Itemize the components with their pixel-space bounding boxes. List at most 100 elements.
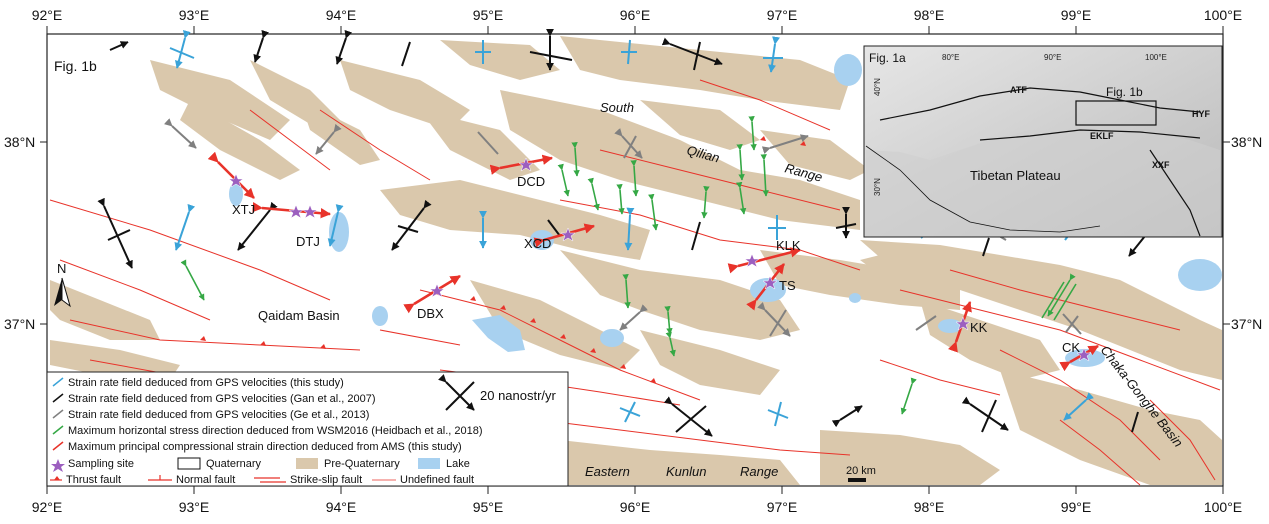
inset-map: Fig. 1a 80°E 90°E 100°E 40°N 30°N Fig. 1… <box>863 45 1223 238</box>
stress-arrow-icon <box>748 116 757 151</box>
strain-cross-icon <box>335 29 353 65</box>
strain-cross-icon <box>761 134 809 154</box>
legend-item-gps-this-study: Strain rate field deduced from GPS veloc… <box>52 377 344 389</box>
strike-slip-fault-icon <box>254 477 286 483</box>
stress-arrow-icon <box>52 425 64 435</box>
legend-scale-label: 20 nanostr/yr <box>480 388 557 403</box>
sampling-site-icon <box>288 204 304 219</box>
stress-arrow-icon <box>630 160 639 197</box>
x-tick-bottom-96: 96°E <box>620 499 651 515</box>
site-label-xcd: XCD <box>524 236 551 251</box>
x-tick-top-96: 96°E <box>620 7 651 23</box>
sampling-site-icon <box>518 157 534 172</box>
strain-cross-icon <box>477 131 499 155</box>
inset-box-label: Fig. 1b <box>1106 85 1143 99</box>
strain-cross-icon <box>315 123 342 155</box>
stress-arrow-icon <box>571 142 580 177</box>
strain-cross-icon <box>52 377 64 387</box>
strain-cross-icon <box>52 409 64 419</box>
y-tick-left-37: 37°N <box>4 316 35 332</box>
strain-cross-icon <box>619 401 641 423</box>
svg-text:Thrust fault: Thrust fault <box>66 474 121 486</box>
site-label-xtj: XTJ <box>232 202 255 217</box>
strain-crosses-this-study <box>169 30 1095 427</box>
svg-text:Sampling site: Sampling site <box>68 458 134 470</box>
site-label-klk: KLK <box>776 238 801 253</box>
x-tick-bottom-100: 100°E <box>1204 499 1242 515</box>
svg-text:Maximum horizontal stress dire: Maximum horizontal stress direction dedu… <box>68 425 483 437</box>
region-eastern: Eastern <box>585 464 630 479</box>
strain-cross-icon <box>253 29 270 63</box>
legend-item-wsm: Maximum horizontal stress direction dedu… <box>52 425 483 437</box>
fig-1b-label: Fig. 1b <box>54 58 97 74</box>
x-tick-top-93: 93°E <box>179 7 210 23</box>
svg-text:Normal fault: Normal fault <box>176 474 235 486</box>
strain-cross-icon <box>52 393 64 403</box>
strain-cross-icon <box>961 396 1009 433</box>
inset-x-tick-90: 90°E <box>1044 53 1061 62</box>
strain-cross-icon <box>1131 411 1139 433</box>
graticule-ticks <box>40 26 1230 494</box>
strain-cross-icon <box>915 315 937 331</box>
strain-cross-icon <box>691 221 701 251</box>
strain-cross-icon <box>163 118 197 149</box>
inset-x-tick-80: 80°E <box>942 53 959 62</box>
quaternary-swatch <box>177 457 201 470</box>
north-label: N <box>57 261 66 276</box>
inset-fault-atf: ATF <box>1010 85 1027 95</box>
site-labels: XTJ DTJ DCD XCD DBX KLK TS KK CK <box>232 174 1080 355</box>
x-tick-bottom-93: 93°E <box>179 499 210 515</box>
x-tick-bottom-94: 94°E <box>326 499 357 515</box>
y-tick-labels: 38°N 37°N 38°N 37°N <box>4 134 1262 332</box>
legend-row-units: Sampling site Quaternary Pre-Quaternary … <box>51 457 470 472</box>
strain-cross-icon <box>169 30 195 69</box>
inset-label: Fig. 1a <box>869 51 906 65</box>
stress-arrow-icon <box>587 177 600 211</box>
strain-cross-icon <box>327 204 344 247</box>
scale-bar-label: 20 km <box>846 465 876 477</box>
pre-quaternary-swatch <box>296 458 318 469</box>
strain-cross-icon <box>663 396 713 437</box>
legend-item-ams: Maximum principal compressional strain d… <box>52 441 462 453</box>
x-tick-bottom-99: 99°E <box>1061 499 1092 515</box>
x-tick-top-98: 98°E <box>914 7 945 23</box>
site-label-dcd: DCD <box>517 174 545 189</box>
strain-cross-icon <box>835 206 857 239</box>
svg-text:Undefined fault: Undefined fault <box>400 474 474 486</box>
y-tick-right-38: 38°N <box>1231 134 1262 150</box>
x-tick-labels-top: 92°E 93°E 94°E 95°E 96°E 97°E 98°E 99°E … <box>32 7 1242 23</box>
sampling-site-icon <box>302 204 318 219</box>
inset-fault-xxf: XXF <box>1152 160 1170 170</box>
inset-plateau-label: Tibetan Plateau <box>970 168 1061 183</box>
x-tick-bottom-98: 98°E <box>914 499 945 515</box>
stress-arrow-icon <box>665 331 676 357</box>
sampling-site-icon <box>51 459 65 472</box>
y-tick-left-38: 38°N <box>4 134 35 150</box>
north-arrow-icon <box>54 278 62 306</box>
legend-item-gps-gan: Strain rate field deduced from GPS veloc… <box>52 393 376 405</box>
site-label-dbx: DBX <box>417 306 444 321</box>
sampling-site-icon <box>429 283 445 298</box>
x-tick-bottom-97: 97°E <box>767 499 798 515</box>
svg-text:Strain rate field deduced from: Strain rate field deduced from GPS veloc… <box>68 409 369 421</box>
sampling-site-icon <box>228 173 244 188</box>
region-kunlun: Kunlun <box>666 464 706 479</box>
sampling-site-icon <box>744 253 760 268</box>
x-tick-bottom-95: 95°E <box>473 499 504 515</box>
region-south: South <box>600 100 634 115</box>
strain-cross-icon <box>982 237 990 257</box>
legend-row-faults: Thrust fault Normal fault Strike-slip fa… <box>50 474 474 486</box>
y-tick-right-37: 37°N <box>1231 316 1262 332</box>
x-tick-labels-bottom: 92°E 93°E 94°E 95°E 96°E 97°E 98°E 99°E … <box>32 499 1242 515</box>
stress-directions-wsm <box>180 116 1077 415</box>
stress-arrow-icon <box>664 305 673 335</box>
sampling-site-icon <box>1076 347 1092 362</box>
svg-text:Strike-slip fault: Strike-slip fault <box>290 474 362 486</box>
x-tick-top-92: 92°E <box>32 7 63 23</box>
stress-arrow-icon <box>760 154 769 197</box>
svg-text:Pre-Quaternary: Pre-Quaternary <box>324 458 400 470</box>
strain-cross-icon <box>109 41 129 51</box>
stress-arrow-icon <box>736 144 745 181</box>
x-tick-top-99: 99°E <box>1061 7 1092 23</box>
lake-swatch <box>418 458 440 469</box>
